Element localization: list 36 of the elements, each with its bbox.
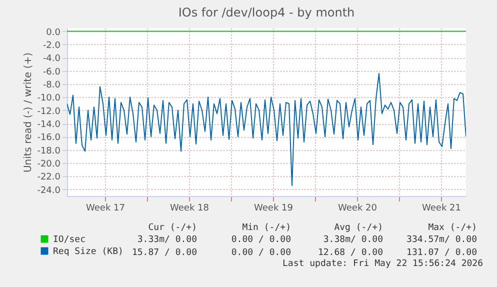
legend-label: Req Size (KB) xyxy=(53,247,124,257)
y-tick-label: -8.0 xyxy=(42,80,61,90)
chart-title: IOs for /dev/loop4 - by month xyxy=(178,5,355,20)
x-tick-label: Week 19 xyxy=(254,204,294,214)
text: Max (-/+) xyxy=(428,223,477,233)
y-tick-label: -16.0 xyxy=(37,133,61,144)
x-tick-label: Week 18 xyxy=(170,204,210,214)
text: 0.00 / 0.00 xyxy=(231,235,291,245)
y-tick-label: -12.0 xyxy=(37,106,61,117)
text: Cur (-/+) xyxy=(148,223,197,233)
text: 3.33m/ 0.00 xyxy=(137,235,197,245)
x-tick-label: Week 17 xyxy=(86,204,125,214)
text: 3.38m/ 0.00 xyxy=(323,235,383,245)
x-tick-label: Week 21 xyxy=(422,204,461,214)
text: 15.87 / 0.00 xyxy=(132,248,197,258)
y-tick-label: -24.0 xyxy=(37,186,61,196)
y-tick-label: -10.0 xyxy=(37,94,61,104)
y-tick-label: -4.0 xyxy=(42,54,61,64)
y-tick-label: -20.0 xyxy=(37,160,61,170)
text: Min (-/+) xyxy=(242,223,291,233)
text: 0.00 / 0.00 xyxy=(231,248,291,258)
y-axis-title: Units read (-) / write (+) xyxy=(23,52,34,173)
y-tick-label: -14.0 xyxy=(37,120,61,130)
x-tick-label: Week 20 xyxy=(338,204,378,214)
legend-label: IO/sec xyxy=(53,235,86,245)
y-tick-label: 0.0 xyxy=(46,28,61,38)
y-tick-label: -18.0 xyxy=(37,146,61,156)
text: 131.07 / 0.00 xyxy=(406,248,477,258)
text: 334.57m/ 0.00 xyxy=(406,235,477,245)
line-series xyxy=(67,72,466,186)
text: Last update: Fri May 22 15:56:24 2026 xyxy=(282,259,483,269)
text: 12.68 / 0.00 xyxy=(318,248,383,258)
y-tick-label: -6.0 xyxy=(42,67,61,78)
y-tick-label: -2.0 xyxy=(42,40,61,51)
text: Avg (-/+) xyxy=(334,223,383,233)
y-tick-label: -22.0 xyxy=(37,172,61,183)
